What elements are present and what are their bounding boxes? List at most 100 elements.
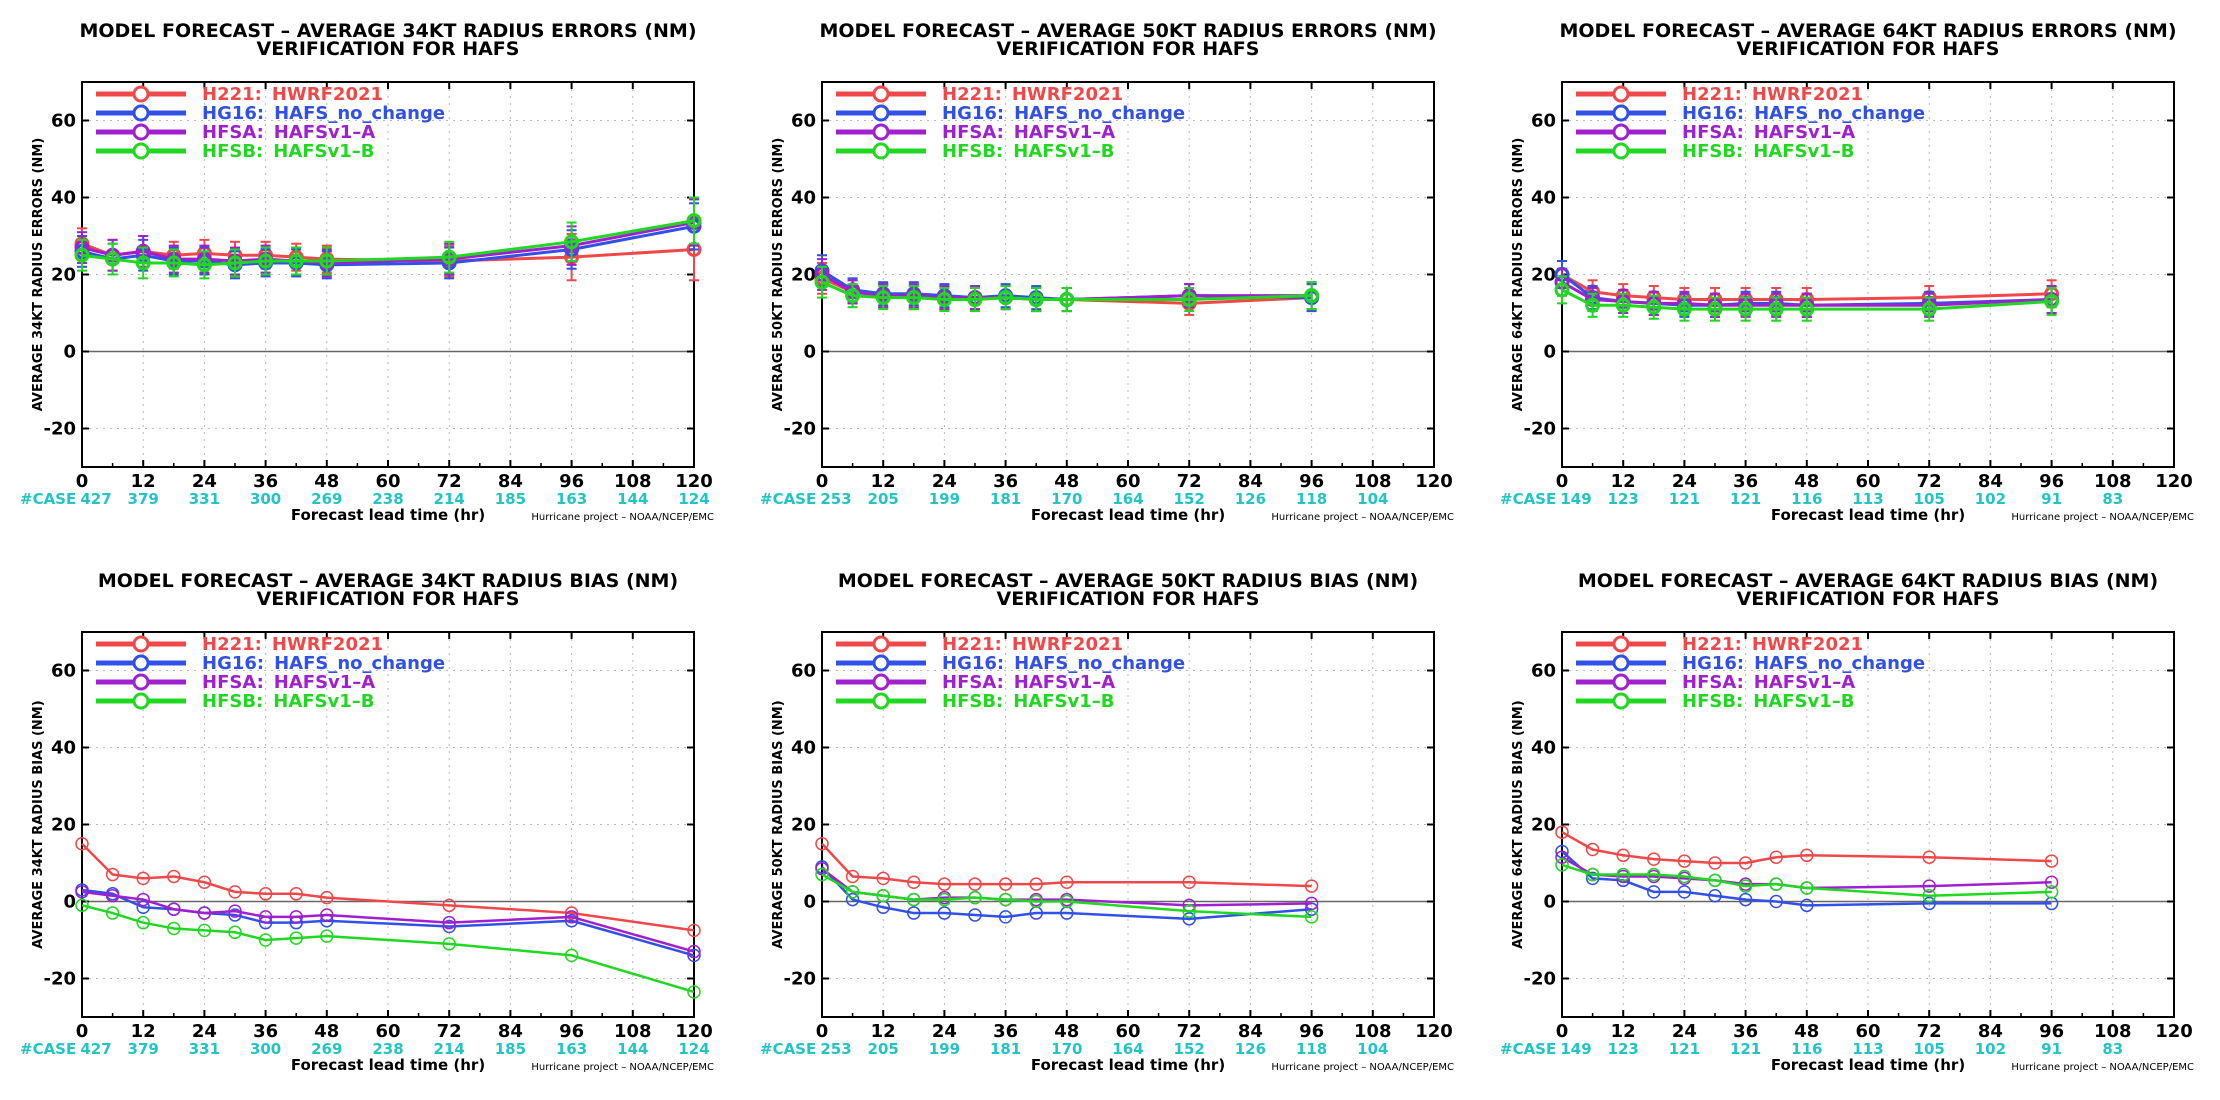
case-count: 331 — [189, 1040, 220, 1058]
y-tick-label: 60 — [791, 661, 816, 682]
legend-name: HAFSv1–A — [274, 122, 376, 143]
chart-subtitle: VERIFICATION FOR HAFS — [997, 38, 1260, 60]
x-axis-label: Forecast lead time (hr) — [1771, 506, 1965, 524]
legend-marker — [872, 692, 890, 710]
grid — [1562, 82, 2174, 467]
x-tick-label: 24 — [1672, 471, 1697, 492]
x-tick-label: 96 — [559, 471, 584, 492]
data-point — [564, 906, 579, 920]
legend-code: HFSB: — [202, 141, 263, 162]
data-point — [564, 914, 579, 928]
x-tick-label: 96 — [2039, 1021, 2064, 1042]
case-count: 113 — [1852, 1040, 1883, 1058]
legend-marker — [1612, 85, 1630, 103]
data-point — [197, 906, 212, 920]
data-point — [968, 877, 982, 891]
data-point — [845, 885, 860, 899]
x-tick-label: 108 — [2094, 471, 2132, 492]
legend-marker — [872, 123, 890, 141]
legend-entry: H221: HWRF2021 — [1682, 634, 1863, 655]
case-label: #CASE — [20, 1040, 76, 1058]
x-tick-label: 12 — [131, 471, 156, 492]
x-tick-label: 0 — [76, 1021, 89, 1042]
legend-name: HAFS_no_change — [1754, 103, 1925, 124]
chart-panel-3: MODEL FORECAST – AVERAGE 64KT RADIUS ERR… — [1500, 20, 2194, 524]
case-count: 238 — [372, 1040, 403, 1058]
data-point — [814, 274, 830, 290]
x-tick-label: 60 — [1115, 1021, 1140, 1042]
legend-marker — [132, 142, 150, 160]
data-point — [2044, 875, 2059, 889]
x-tick-label: 12 — [1611, 1021, 1636, 1042]
data-point — [937, 892, 952, 907]
x-tick-label: 60 — [375, 1021, 400, 1042]
data-point — [1029, 894, 1043, 909]
legend-entry: HFSA: HAFSv1–A — [1682, 122, 1855, 143]
chart-subtitle: VERIFICATION FOR HAFS — [1737, 38, 2000, 60]
series-3 — [75, 885, 701, 959]
data-point — [1647, 852, 1661, 866]
data-point — [1738, 879, 1753, 893]
case-count: 238 — [372, 490, 403, 508]
data-point — [937, 906, 952, 920]
data-point — [1060, 875, 1074, 889]
x-tick-label: 60 — [1855, 471, 1880, 492]
series-4 — [75, 898, 701, 999]
data-point — [1800, 898, 1814, 913]
credit-text: Hurricane project – NOAA/NCEP/EMC — [2011, 512, 2194, 523]
series-line — [821, 865, 1312, 921]
series-line — [821, 873, 1312, 919]
legend-name: HAFSv1–B — [1753, 141, 1854, 162]
series-4 — [74, 196, 702, 280]
data-point — [1769, 850, 1783, 864]
legend-marker — [132, 85, 150, 103]
data-point — [967, 292, 983, 308]
data-point — [1738, 892, 1753, 907]
data-point — [289, 931, 303, 945]
y-axis-label: AVERAGE 64KT RADIUS BIAS (NM) — [1511, 700, 1526, 948]
case-count: 124 — [678, 1040, 709, 1058]
case-count: 105 — [1914, 1040, 1945, 1058]
x-tick-label: 120 — [2155, 1021, 2193, 1042]
legend-entry: HFSB: HAFSv1–B — [202, 691, 374, 712]
legend-marker — [872, 85, 890, 103]
series-1 — [815, 837, 1319, 893]
legend-marker — [1612, 673, 1630, 691]
data-point — [1647, 885, 1661, 899]
legend-marker — [132, 635, 150, 653]
y-tick-label: 20 — [1531, 815, 1556, 836]
x-tick-label: 84 — [1238, 1021, 1263, 1042]
chart-title: MODEL FORECAST – AVERAGE 34KT RADIUS BIA… — [98, 570, 678, 592]
y-tick-label: 20 — [1531, 265, 1556, 286]
y-tick-label: 0 — [63, 342, 76, 363]
data-point — [105, 867, 120, 882]
legend: H221: HWRF2021 HG16: HAFS_no_change HFSA: HAF… — [836, 634, 1185, 712]
grid — [82, 632, 694, 1017]
case-count: 199 — [929, 490, 960, 508]
legend-entry: HFSB: HAFSv1–B — [942, 691, 1114, 712]
legend-marker — [132, 673, 150, 691]
x-tick-label: 108 — [1354, 471, 1392, 492]
chart-title: MODEL FORECAST – AVERAGE 64KT RADIUS ERR… — [1559, 20, 2176, 42]
data-point — [319, 253, 335, 269]
y-tick-label: 40 — [791, 738, 816, 759]
legend-marker — [872, 654, 890, 672]
data-point — [906, 290, 922, 306]
legend: H221: HWRF2021 HG16: HAFS_no_change HFSA: HAF… — [1576, 634, 1925, 712]
x-tick-label: 12 — [871, 1021, 896, 1042]
x-axis-label: Forecast lead time (hr) — [291, 1056, 485, 1074]
legend: H221: HWRF2021 HG16: HAFS_no_change HFSA: HAF… — [1576, 84, 1925, 162]
legend-name: HAFSv1–A — [1014, 122, 1116, 143]
data-point — [937, 877, 952, 891]
case-label: #CASE — [760, 490, 816, 508]
legend-entry: H221: HWRF2021 — [942, 634, 1123, 655]
data-point — [166, 255, 182, 271]
series-4 — [1555, 858, 2059, 903]
legend-entry: HFSB: HAFSv1–B — [1682, 141, 1854, 162]
x-tick-label: 24 — [192, 1021, 217, 1042]
data-point — [1616, 867, 1630, 882]
x-tick-label: 120 — [675, 471, 713, 492]
case-count: 144 — [617, 490, 648, 508]
legend-code: HG16: — [942, 103, 1004, 124]
grid — [822, 82, 1434, 467]
